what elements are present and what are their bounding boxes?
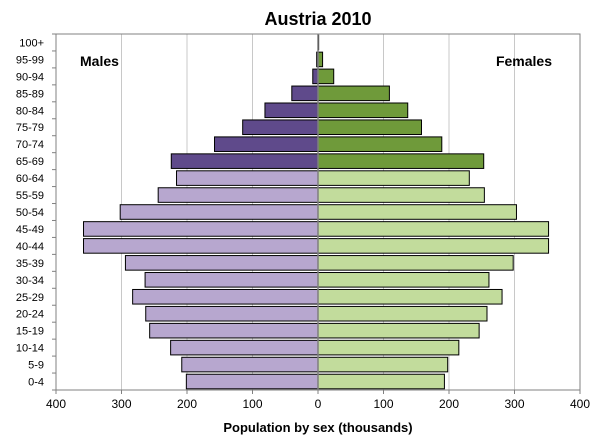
bar-females-75-79 [317, 119, 422, 136]
bar-females-45-49 [317, 221, 550, 237]
x-tick-label-8: 400 [570, 397, 590, 411]
x-tick-label-4: 0 [315, 397, 322, 411]
bar-males-0-4 [185, 373, 319, 390]
x-tick-label-3: 100 [242, 397, 262, 411]
x-tick-label-0: 400 [46, 397, 66, 411]
x-tick-label-1: 300 [111, 397, 131, 411]
bar-males-15-19 [149, 322, 319, 339]
y-tick-label-10-14: 10-14 [16, 343, 44, 355]
bar-males-30-34 [144, 272, 319, 288]
bar-females-0-4 [317, 373, 445, 390]
x-tick-label-5: 100 [373, 397, 393, 411]
y-tick-label-5-9: 5-9 [28, 360, 44, 372]
bar-males-80-84 [264, 102, 319, 119]
y-tick-label-55-59: 55-59 [16, 190, 44, 202]
bar-males-25-29 [132, 288, 319, 305]
bar-females-80-84 [317, 102, 409, 119]
bar-females-55-59 [317, 187, 485, 203]
bar-females-40-44 [317, 238, 550, 254]
bar-males-5-9 [181, 356, 319, 373]
bar-males-70-74 [214, 136, 319, 152]
y-tick-label-35-39: 35-39 [16, 258, 44, 270]
y-tick-label-30-34: 30-34 [16, 275, 44, 287]
bar-females-5-9 [317, 356, 449, 373]
bar-males-90-94 [312, 68, 319, 85]
y-tick-label-0-4: 0-4 [28, 377, 44, 389]
bar-males-85-89 [291, 85, 319, 102]
y-tick-label-60-64: 60-64 [16, 173, 44, 185]
bar-females-60-64 [317, 170, 470, 186]
bar-males-65-69 [170, 153, 319, 169]
bar-females-35-39 [317, 255, 514, 271]
y-tick-label-85-89: 85-89 [16, 88, 44, 100]
y-tick-label-70-74: 70-74 [16, 139, 44, 151]
x-tick-label-6: 200 [439, 397, 459, 411]
y-tick-label-75-79: 75-79 [16, 122, 44, 134]
bar-females-90-94 [317, 68, 335, 85]
x-axis-label: Population by sex (thousands) [223, 420, 412, 435]
bar-females-50-54 [317, 204, 517, 220]
y-tick-label-25-29: 25-29 [16, 292, 44, 304]
y-tick-label-90-94: 90-94 [16, 71, 44, 83]
bar-males-75-79 [242, 119, 319, 136]
bar-males-45-49 [83, 221, 319, 237]
y-tick-label-20-24: 20-24 [16, 309, 44, 321]
y-tick-label-100+: 100+ [19, 37, 44, 49]
bar-males-55-59 [157, 187, 319, 203]
bar-females-65-69 [317, 153, 485, 169]
bar-males-50-54 [119, 204, 319, 220]
bar-females-10-14 [317, 339, 460, 356]
bar-males-40-44 [83, 238, 319, 254]
y-tick-label-15-19: 15-19 [16, 326, 44, 338]
bar-females-15-19 [317, 322, 480, 339]
bar-females-30-34 [317, 272, 490, 288]
chart-title: Austria 2010 [264, 9, 371, 29]
y-tick-label-95-99: 95-99 [16, 54, 44, 66]
bar-males-60-64 [176, 170, 319, 186]
males-series-label: Males [80, 53, 119, 69]
bar-females-85-89 [317, 85, 390, 102]
bar-females-70-74 [317, 136, 443, 152]
x-tick-label-7: 300 [504, 397, 524, 411]
bar-males-35-39 [124, 255, 319, 271]
y-tick-label-50-54: 50-54 [16, 207, 44, 219]
y-tick-label-40-44: 40-44 [16, 241, 44, 253]
y-tick-label-65-69: 65-69 [16, 156, 44, 168]
bar-females-20-24 [317, 305, 488, 322]
bar-males-10-14 [170, 339, 319, 356]
y-tick-label-80-84: 80-84 [16, 105, 44, 117]
x-tick-label-2: 200 [177, 397, 197, 411]
y-tick-label-45-49: 45-49 [16, 224, 44, 236]
bar-males-20-24 [145, 305, 319, 322]
bar-females-25-29 [317, 288, 503, 305]
females-series-label: Females [496, 53, 552, 69]
